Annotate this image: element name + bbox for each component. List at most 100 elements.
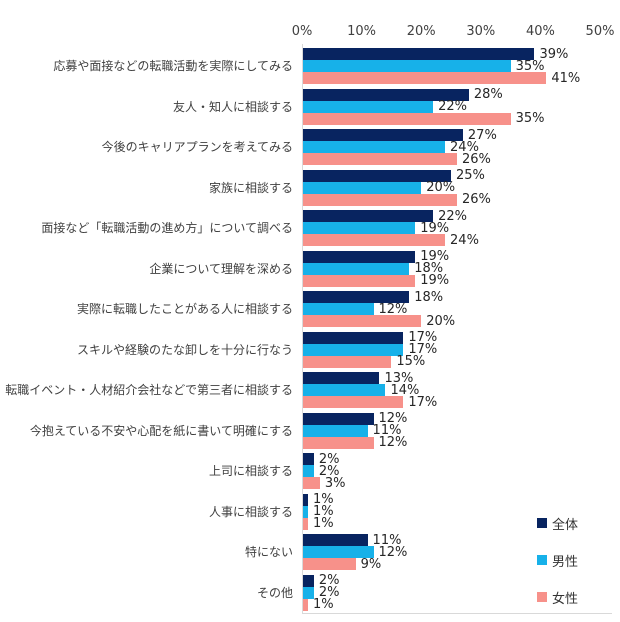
category-label: 今抱えている不安や心配を紙に書いて明確にする	[29, 423, 293, 438]
category-row: 友人・知人に相談する 28% 22% 35%	[0, 87, 620, 128]
bar-group: 25% 20% 26%	[302, 168, 491, 208]
category-label-cell: スキルや経験のたな卸しを十分に行なう	[0, 343, 302, 357]
category-label-cell: 家族に相談する	[0, 181, 302, 195]
bar-male	[302, 262, 410, 275]
category-row: 転職イベント・人材紹介会社などで第三者に相談する 13% 14% 17%	[0, 370, 620, 411]
legend-swatch	[537, 518, 547, 528]
category-row: 上司に相談する 2% 2% 3%	[0, 451, 620, 492]
bar-line: 11%	[302, 423, 407, 438]
bar-line: 1%	[302, 492, 334, 508]
bar-line: 2%	[302, 451, 346, 467]
category-label: 実際に転職したことがある人に相談する	[76, 302, 293, 317]
bar-group: 13% 14% 17%	[302, 371, 437, 410]
bar-total	[302, 412, 374, 425]
bar-value-label: 12%	[378, 435, 408, 451]
category-label: 今後のキャリアプランを考えてみる	[101, 140, 293, 155]
bar-male	[302, 100, 434, 113]
bar-value-label: 18%	[414, 289, 444, 305]
bar-line: 28%	[302, 87, 545, 102]
legend-label: 全体	[552, 517, 579, 533]
bar-line: 12%	[302, 544, 408, 560]
category-row: スキルや経験のたな卸しを十分に行なう 17% 17% 15%	[0, 330, 620, 371]
bar-total	[302, 534, 368, 547]
bar-group: 19% 18% 19%	[302, 249, 450, 289]
bar-value-label: 35%	[515, 111, 545, 127]
bar-line: 14%	[302, 382, 437, 398]
bar-group: 11% 12% 9%	[302, 533, 408, 572]
category-label-cell: 面接など「転職活動の進め方」について調べる	[0, 221, 302, 235]
bar-value-label: 26%	[461, 192, 491, 208]
bar-line: 24%	[302, 140, 497, 155]
bar-value-label: 2%	[318, 573, 340, 589]
legend-item-female: 女性	[537, 590, 578, 607]
category-label: 人事に相談する	[208, 504, 293, 519]
bar-female	[302, 234, 446, 247]
category-row: 今後のキャリアプランを考えてみる 27% 24% 26%	[0, 127, 620, 168]
bar-male	[302, 303, 374, 316]
bar-line: 17%	[302, 395, 437, 410]
bar-value-label: 19%	[420, 273, 450, 289]
bar-line: 25%	[302, 168, 491, 184]
bar-value-label: 2%	[318, 451, 340, 467]
bar-line: 18%	[302, 289, 455, 305]
bar-value-label: 25%	[456, 168, 485, 184]
bar-male	[302, 424, 368, 437]
bar-total	[302, 88, 469, 101]
bar-total	[302, 453, 314, 466]
bar-value-label: 20%	[426, 313, 456, 329]
category-row: その他 2% 2% 1%	[0, 573, 620, 614]
category-label-cell: 特にない	[0, 545, 302, 559]
bar-group: 2% 2% 3%	[302, 451, 346, 491]
bar-value-label: 22%	[438, 99, 468, 115]
bar-female	[302, 72, 547, 85]
bar-line: 22%	[302, 209, 479, 224]
x-axis-tick: 0%	[291, 24, 313, 39]
bar-line: 41%	[302, 71, 580, 86]
bar-line: 12%	[302, 301, 455, 317]
bar-line: 19%	[302, 273, 450, 289]
bar-group: 2% 2% 1%	[302, 573, 340, 612]
bar-total	[302, 48, 535, 61]
legend-item-total: 全体	[537, 516, 579, 533]
bar-male	[302, 222, 416, 235]
bar-line: 9%	[302, 556, 407, 572]
bar-line: 19%	[302, 221, 479, 236]
bar-line: 20%	[302, 313, 456, 329]
x-axis-tick: 20%	[406, 24, 436, 39]
bar-line: 26%	[302, 192, 491, 208]
bar-value-label: 14%	[390, 382, 420, 398]
bar-line: 1%	[302, 504, 334, 519]
bar-female	[302, 598, 308, 611]
bar-female	[302, 153, 457, 166]
bar-value-label: 2%	[318, 585, 340, 601]
bar-line: 2%	[302, 585, 340, 601]
category-label: 応募や面接などの転職活動を実際にしてみる	[53, 59, 293, 74]
category-label: 友人・知人に相談する	[172, 99, 293, 114]
category-label-cell: 上司に相談する	[0, 464, 302, 478]
category-label: 企業について理解を深める	[149, 261, 293, 276]
bar-female	[302, 193, 457, 206]
bar-line: 15%	[302, 354, 437, 369]
bar-female	[302, 436, 374, 449]
bar-line: 12%	[302, 435, 408, 451]
bar-total	[302, 210, 434, 223]
bar-value-label: 12%	[378, 301, 408, 317]
category-label-cell: 今抱えている不安や心配を紙に書いて明確にする	[0, 424, 302, 438]
bar-value-label: 12%	[378, 544, 408, 560]
bar-line: 22%	[302, 99, 545, 115]
bar-value-label: 1%	[312, 492, 334, 508]
bar-male	[302, 586, 314, 599]
bar-female	[302, 274, 416, 287]
category-label-cell: その他	[0, 586, 302, 600]
bar-line: 17%	[302, 342, 437, 357]
bar-female	[302, 355, 392, 368]
bar-value-label: 35%	[515, 58, 545, 74]
bar-total	[302, 331, 404, 344]
bar-value-label: 9%	[360, 556, 382, 572]
bar-group: 22% 19% 24%	[302, 209, 479, 248]
category-row: 面接など「転職活動の進め方」について調べる 22% 19% 24%	[0, 208, 620, 249]
bar-value-label: 39%	[539, 46, 569, 62]
category-row: 家族に相談する 25% 20% 26%	[0, 168, 620, 209]
bar-male	[302, 60, 511, 73]
